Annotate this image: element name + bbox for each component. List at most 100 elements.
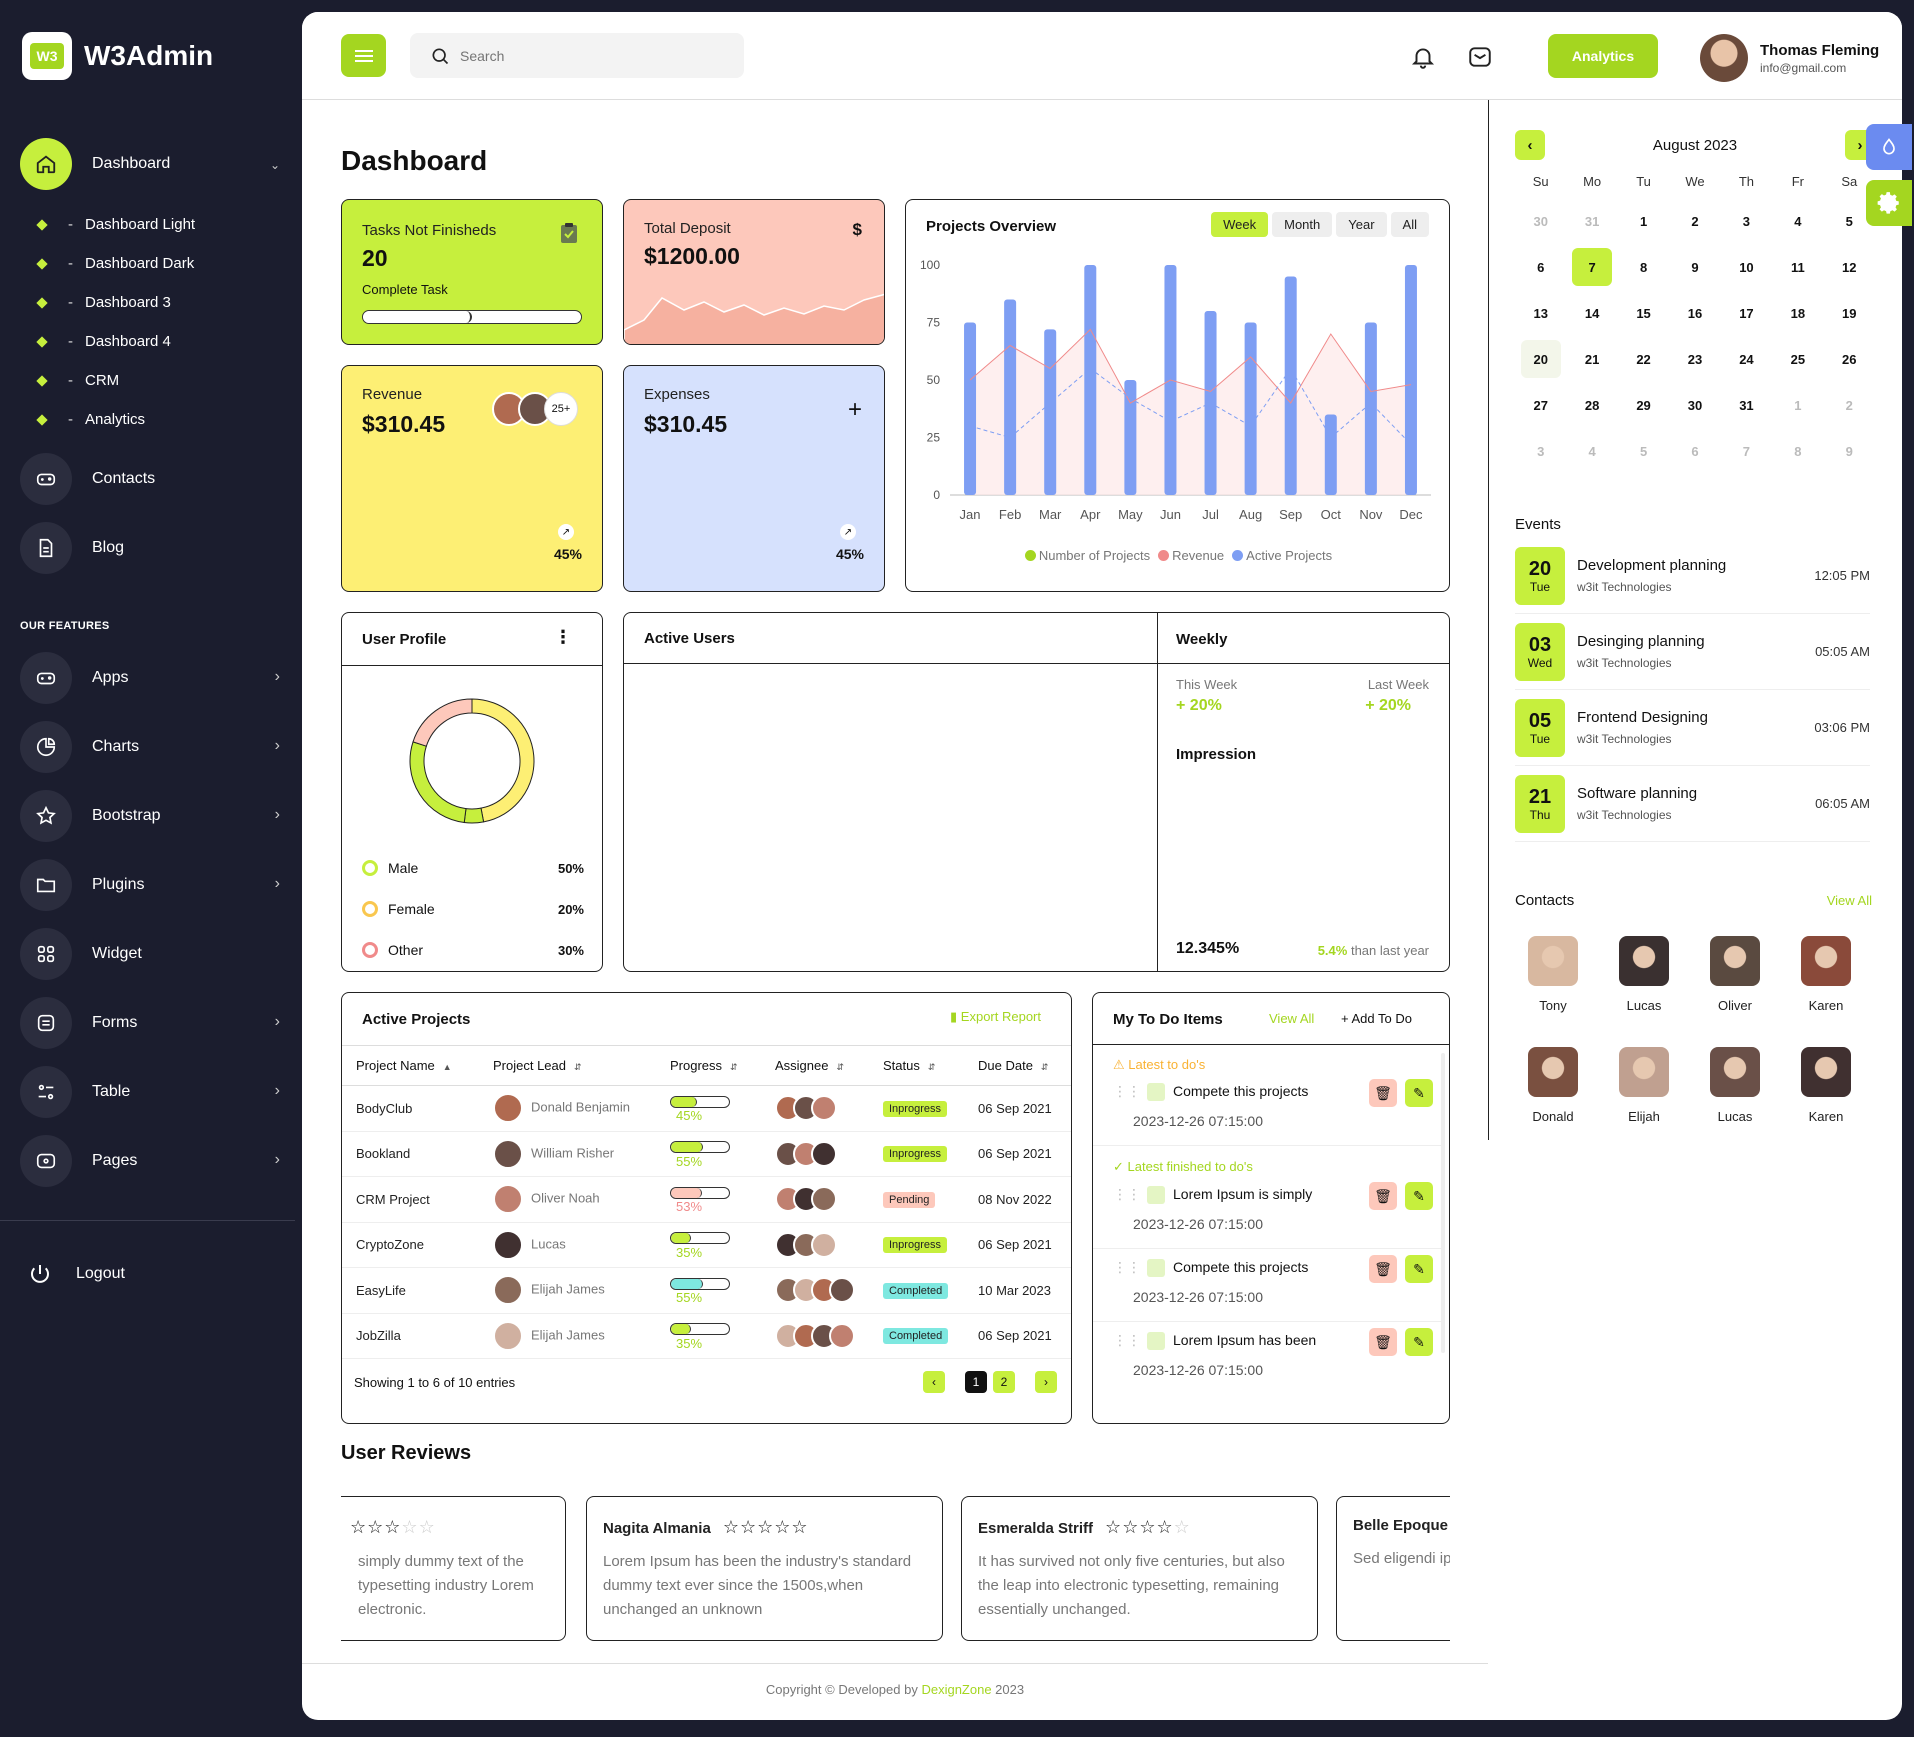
calendar-day[interactable]: 8 <box>1618 244 1669 290</box>
reviews-carousel[interactable]: ☆☆☆☆☆ simply dummy text of the typesettin… <box>341 1472 1450 1642</box>
contact-item[interactable]: Lucas <box>1604 936 1684 1013</box>
calendar-day[interactable]: 31 <box>1721 382 1772 428</box>
legend-item[interactable]: Number of Projects <box>1024 548 1150 563</box>
sidebar-item-apps[interactable]: Apps › <box>20 652 280 704</box>
calendar-day[interactable]: 13 <box>1515 290 1566 336</box>
sidebar-item-bootstrap[interactable]: Bootstrap › <box>20 790 280 842</box>
table-row[interactable]: Bookland William Risher 55% Inprogress 06 Se… <box>342 1131 1071 1177</box>
footer-link[interactable]: DexignZone <box>921 1682 992 1697</box>
calendar-day[interactable]: 14 <box>1566 290 1617 336</box>
plus-icon[interactable]: + <box>847 396 862 423</box>
delete-todo-button[interactable]: 🗑 <box>1369 1182 1397 1210</box>
calendar-day[interactable]: 24 <box>1721 336 1772 382</box>
brand[interactable]: W3 W3Admin <box>22 32 213 80</box>
column-header[interactable]: Project Lead ⇵ <box>479 1045 656 1086</box>
sidebar-subitem[interactable]: - Dashboard 3 <box>36 294 171 311</box>
contact-item[interactable]: Karen <box>1786 1047 1866 1124</box>
calendar-day[interactable]: 1 <box>1772 382 1823 428</box>
todo-scrollbar[interactable] <box>1441 1053 1445 1353</box>
drag-handle-icon[interactable]: ⋮⋮ <box>1113 1186 1141 1202</box>
event-item[interactable]: 03 Wed Desinging planning w3it Technologies… <box>1515 614 1870 690</box>
sidebar-item-plugins[interactable]: Plugins › <box>20 859 280 911</box>
calendar-day[interactable]: 23 <box>1669 336 1720 382</box>
delete-todo-button[interactable]: 🗑 <box>1369 1328 1397 1356</box>
prev-page-button[interactable]: ‹ <box>923 1371 945 1393</box>
calendar-prev-button[interactable]: ‹ <box>1515 130 1545 160</box>
delete-todo-button[interactable]: 🗑 <box>1369 1079 1397 1107</box>
user-menu[interactable]: Thomas Fleming info@gmail.com <box>1700 34 1879 82</box>
contact-item[interactable]: Donald <box>1513 1047 1593 1124</box>
sidebar-item-forms[interactable]: Forms › <box>20 997 280 1049</box>
column-header[interactable]: Status ⇵ <box>869 1045 964 1086</box>
event-item[interactable]: 21 Thu Software planning w3it Technologies 0… <box>1515 766 1870 842</box>
bell-icon[interactable] <box>1410 44 1436 70</box>
sidebar-item-blog[interactable]: Blog <box>20 522 280 574</box>
theme-color-button[interactable] <box>1866 124 1912 170</box>
event-item[interactable]: 05 Tue Frontend Designing w3it Technologies… <box>1515 690 1870 766</box>
legend-item[interactable]: Active Projects <box>1232 548 1332 563</box>
event-item[interactable]: 20 Tue Development planning w3it Technologi… <box>1515 538 1870 614</box>
calendar-day[interactable]: 26 <box>1824 336 1875 382</box>
calendar-day[interactable]: 25 <box>1772 336 1823 382</box>
column-header[interactable]: Due Date ⇵ <box>964 1045 1071 1086</box>
column-header[interactable]: Project Name ▲ <box>342 1045 479 1086</box>
calendar-day[interactable]: 28 <box>1566 382 1617 428</box>
more-vertical-icon[interactable]: ⋮ <box>554 627 572 647</box>
search-input[interactable] <box>460 47 710 64</box>
drag-handle-icon[interactable]: ⋮⋮ <box>1113 1259 1141 1275</box>
calendar-day[interactable]: 5 <box>1824 198 1875 244</box>
edit-todo-button[interactable]: ✎ <box>1405 1079 1433 1107</box>
delete-todo-button[interactable]: 🗑 <box>1369 1255 1397 1283</box>
page-2-button[interactable]: 2 <box>993 1371 1015 1393</box>
contact-item[interactable]: Elijah <box>1604 1047 1684 1124</box>
calendar-day[interactable]: 12 <box>1824 244 1875 290</box>
table-row[interactable]: JobZilla Elijah James 35% Completed 06 Sep 2… <box>342 1313 1071 1359</box>
calendar-day[interactable]: 6 <box>1669 428 1720 474</box>
analytics-button[interactable]: Analytics <box>1548 34 1658 78</box>
todo-checkbox[interactable] <box>1147 1083 1165 1102</box>
sidebar-subitem[interactable]: - Analytics <box>36 411 145 428</box>
tab-all[interactable]: All <box>1390 212 1429 237</box>
calendar-day[interactable]: 20 <box>1515 336 1566 382</box>
calendar-day[interactable]: 22 <box>1618 336 1669 382</box>
calendar-day[interactable]: 19 <box>1824 290 1875 336</box>
add-todo-button[interactable]: + Add To Do <box>1341 1011 1412 1026</box>
settings-button[interactable] <box>1866 180 1912 226</box>
calendar-day[interactable]: 10 <box>1721 244 1772 290</box>
calendar-day[interactable]: 6 <box>1515 244 1566 290</box>
calendar-day[interactable]: 7 <box>1566 244 1617 290</box>
table-row[interactable]: BodyClub Donald Benjamin 45% Inprogress 06 S… <box>342 1085 1071 1132</box>
contact-item[interactable]: Tony <box>1513 936 1593 1013</box>
edit-todo-button[interactable]: ✎ <box>1405 1328 1433 1356</box>
tab-week[interactable]: Week <box>1211 212 1269 237</box>
tab-year[interactable]: Year <box>1336 212 1387 237</box>
sidebar-item-dashboard[interactable]: Dashboard ⌄ <box>20 137 280 191</box>
sidebar-subitem[interactable]: - Dashboard 4 <box>36 333 171 350</box>
calendar-day[interactable]: 30 <box>1515 198 1566 244</box>
calendar-day[interactable]: 3 <box>1721 198 1772 244</box>
next-page-button[interactable]: › <box>1035 1371 1057 1393</box>
table-row[interactable]: CryptoZone Lucas 35% Inprogress 06 Sep 2021 <box>342 1222 1071 1268</box>
calendar-day[interactable]: 1 <box>1618 198 1669 244</box>
calendar-day[interactable]: 7 <box>1721 428 1772 474</box>
edit-todo-button[interactable]: ✎ <box>1405 1255 1433 1283</box>
sidebar-item-widget[interactable]: Widget <box>20 928 280 980</box>
sidebar-subitem[interactable]: - Dashboard Dark <box>36 255 194 272</box>
calendar-day[interactable]: 9 <box>1824 428 1875 474</box>
calendar-day[interactable]: 27 <box>1515 382 1566 428</box>
calendar-day[interactable]: 9 <box>1669 244 1720 290</box>
menu-toggle-button[interactable] <box>341 34 386 77</box>
export-report-link[interactable]: ▮ Export Report <box>950 1009 1041 1024</box>
calendar-day[interactable]: 4 <box>1566 428 1617 474</box>
contact-item[interactable]: Oliver <box>1695 936 1775 1013</box>
mail-icon[interactable] <box>1467 44 1493 70</box>
legend-item[interactable]: Revenue <box>1158 548 1224 563</box>
column-header[interactable]: Assignee ⇵ <box>761 1045 869 1086</box>
table-row[interactable]: EasyLife Elijah James 55% Completed 10 Mar 2… <box>342 1267 1071 1314</box>
todo-view-all-link[interactable]: View All <box>1269 1011 1315 1026</box>
calendar-day[interactable]: 3 <box>1515 428 1566 474</box>
calendar-day[interactable]: 31 <box>1566 198 1617 244</box>
tab-month[interactable]: Month <box>1272 212 1333 237</box>
contacts-view-all-link[interactable]: View All <box>1826 893 1872 908</box>
contact-item[interactable]: Lucas <box>1695 1047 1775 1124</box>
